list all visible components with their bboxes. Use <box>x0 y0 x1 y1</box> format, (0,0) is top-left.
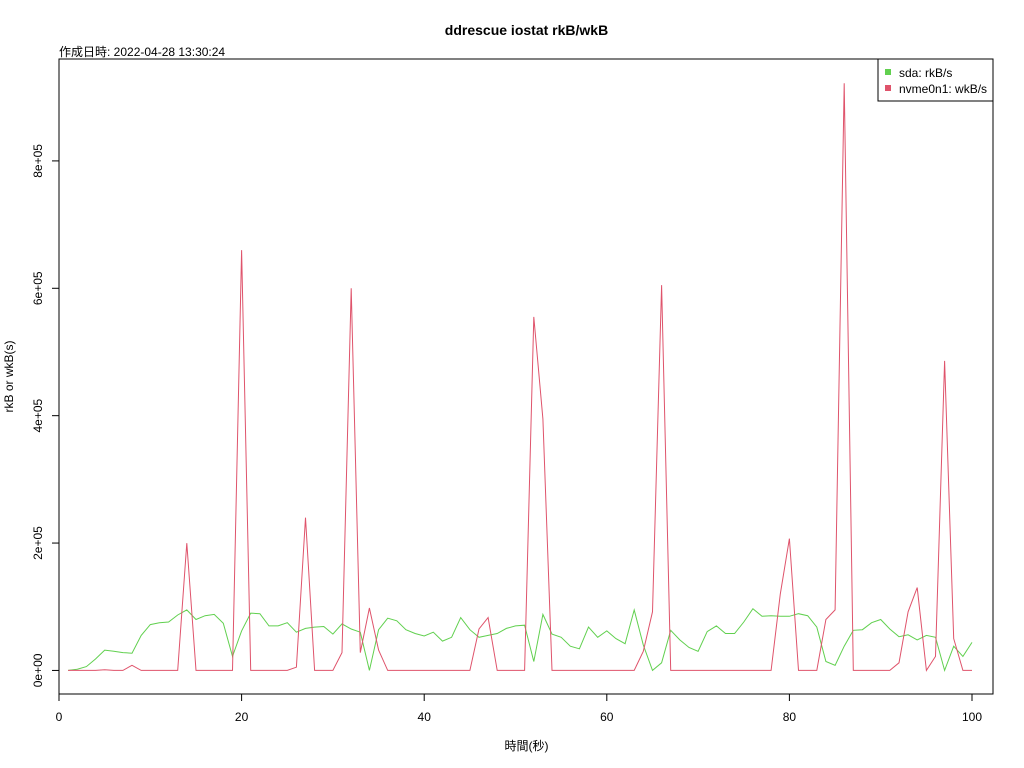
x-tick-label: 80 <box>783 710 797 724</box>
chart-subtitle: 作成日時: 2022-04-28 13:30:24 <box>59 45 225 59</box>
legend-label-nvme: nvme0n1: wkB/s <box>899 82 987 96</box>
legend-key-nvme <box>885 85 891 91</box>
y-tick-label: 6e+05 <box>31 271 45 305</box>
y-tick-label: 8e+05 <box>31 144 45 178</box>
y-tick-label: 4e+05 <box>31 398 45 432</box>
x-tick-label: 20 <box>235 710 249 724</box>
series-lines <box>68 83 973 673</box>
y-tick-label: 0e+00 <box>31 653 45 687</box>
y-axis-title: rkB or wkB(s) <box>2 340 16 412</box>
legend-label-sda: sda: rkB/s <box>899 66 952 80</box>
legend-key-sda <box>885 69 891 75</box>
x-axis: 0 20 40 60 80 100 <box>56 693 982 724</box>
x-tick-label: 40 <box>418 710 432 724</box>
x-tick-label: 0 <box>56 710 63 724</box>
legend-box <box>877 58 994 102</box>
y-axis: 0e+00 2e+05 4e+05 6e+05 8e+05 <box>31 144 60 687</box>
series-line-1 <box>68 83 972 672</box>
x-tick-label: 60 <box>600 710 614 724</box>
x-tick-label: 100 <box>962 710 982 724</box>
y-tick-label: 2e+05 <box>31 526 45 560</box>
x-axis-title: 時間(秒) <box>505 739 549 753</box>
chart-title: ddrescue iostat rkB/wkB <box>445 22 608 38</box>
legend: sda: rkB/s nvme0n1: wkB/s <box>877 58 994 102</box>
series-line-0 <box>68 607 973 673</box>
